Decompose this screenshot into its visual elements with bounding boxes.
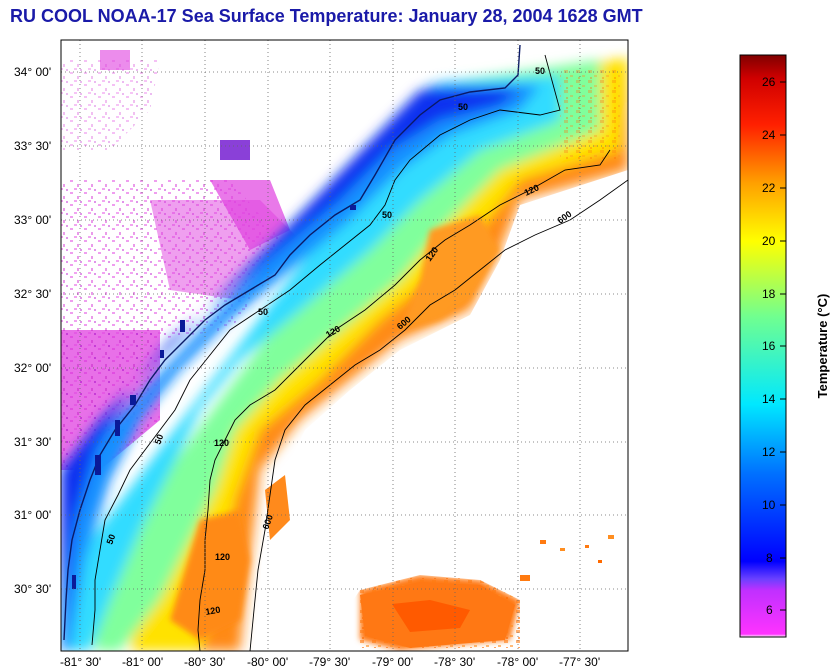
coastline — [63, 44, 521, 641]
lon-tick: -78° 30' — [434, 655, 475, 669]
lat-tick: 31° 00' — [14, 508, 51, 522]
contour-label: 50 — [458, 102, 468, 112]
lon-tick: -79° 00' — [372, 655, 413, 669]
colorbar-tick: 6 — [766, 603, 773, 617]
lon-tick: -81° 00' — [122, 655, 163, 669]
contour-label: 120 — [214, 438, 229, 448]
contour-label: 50 — [382, 210, 392, 220]
map-grid — [61, 40, 628, 651]
colorbar-tick: 24 — [762, 128, 776, 142]
contour-label: 600 — [260, 513, 275, 531]
lon-tick: -80° 30' — [184, 655, 225, 669]
contour-label: 120 — [215, 552, 230, 562]
lat-tick: 30° 30' — [14, 582, 51, 596]
colorbar-tick: 26 — [762, 75, 776, 89]
colorbar-tick: 12 — [762, 445, 776, 459]
contour-label: 50 — [258, 307, 268, 317]
contour-label: 50 — [104, 533, 117, 546]
contour-label: 50 — [535, 66, 545, 76]
sst-image: 50 50 50 50 50 50 120 120 120 120 120 12… — [61, 40, 628, 651]
estuary-marks — [72, 205, 356, 589]
lon-tick: -79° 30' — [309, 655, 350, 669]
colorbar-tick: 22 — [762, 181, 776, 195]
lat-tick-labels: 34° 00' 33° 30' 33° 00' 32° 30' 32° 00' … — [14, 65, 51, 596]
colorbar-tick: 8 — [766, 551, 773, 565]
colorbar-tick: 10 — [762, 498, 776, 512]
lat-tick: 33° 00' — [14, 213, 51, 227]
colorbar-tick: 18 — [762, 287, 776, 301]
colorbar-tick: 14 — [762, 392, 776, 406]
lat-tick: 34° 00' — [14, 65, 51, 79]
map-frame — [60, 39, 629, 652]
colorbar-label: Temperature (°C) — [815, 294, 830, 399]
contour-labels: 50 50 50 50 50 50 120 120 120 120 120 12… — [104, 66, 573, 617]
colorbar-tick: 16 — [762, 339, 776, 353]
lat-tick: 31° 30' — [14, 435, 51, 449]
colorbar: 26 24 22 20 18 16 14 12 10 8 6 Temperatu… — [739, 54, 830, 638]
contour-label: 120 — [205, 605, 222, 617]
map-title: RU COOL NOAA-17 Sea Surface Temperature:… — [10, 6, 643, 26]
lon-tick: -77° 30' — [559, 655, 600, 669]
lon-tick-labels: -81° 30' -81° 00' -80° 30' -80° 00' -79°… — [60, 655, 600, 669]
lon-tick: -81° 30' — [60, 655, 101, 669]
colorbar-ticks — [780, 81, 786, 611]
colorbar-tick: 20 — [762, 234, 776, 248]
lon-tick: -80° 00' — [247, 655, 288, 669]
lon-tick: -78° 00' — [497, 655, 538, 669]
lat-tick: 32° 30' — [14, 287, 51, 301]
colorbar-gradient — [739, 54, 787, 638]
lat-tick: 33° 30' — [14, 139, 51, 153]
lat-tick: 32° 00' — [14, 361, 51, 375]
contour-label: 50 — [152, 433, 165, 446]
